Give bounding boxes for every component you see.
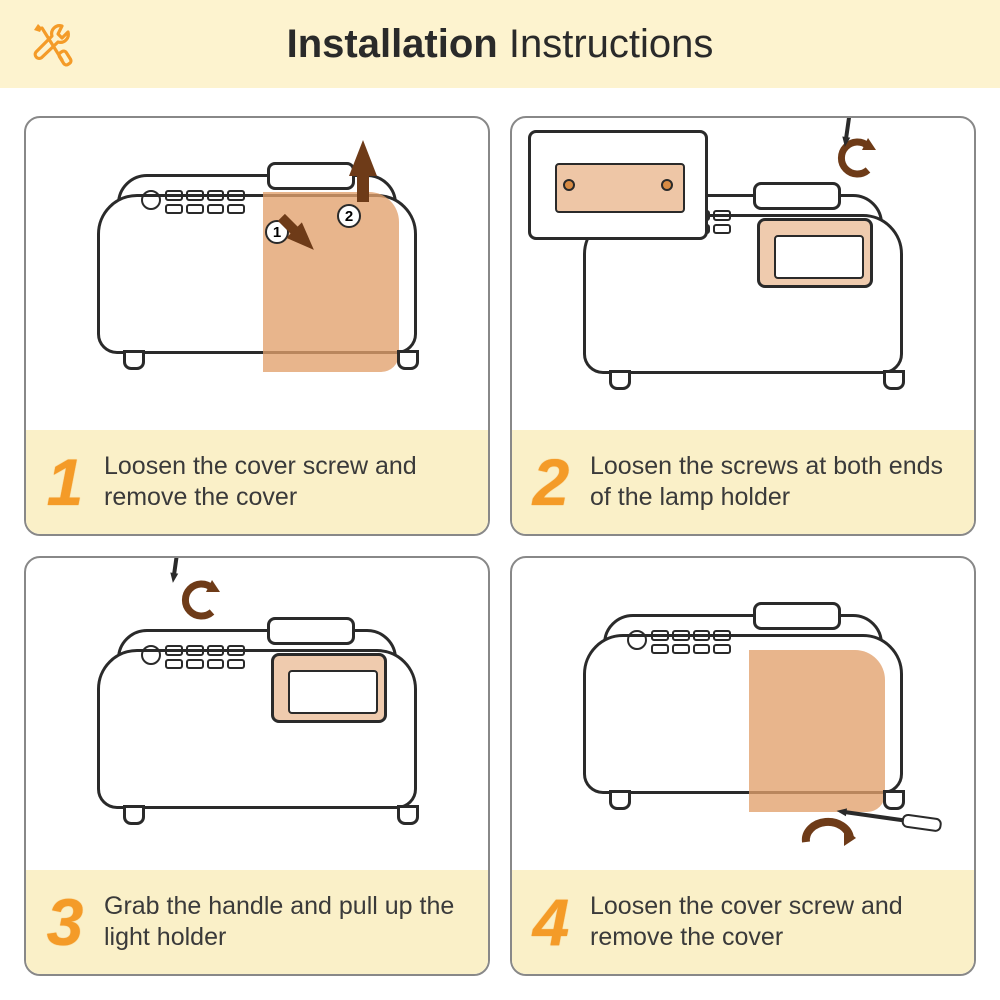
step-panel-1: 1 2 1 Loosen the cover screw and remove …: [24, 116, 490, 536]
step-illustration-3: [26, 558, 488, 870]
steps-grid: 1 2 1 Loosen the cover screw and remove …: [0, 88, 1000, 1000]
step-panel-3: 3 Grab the handle and pull up the light …: [24, 556, 490, 976]
step-text: Loosen the screws at both ends of the la…: [590, 430, 974, 534]
inset-detail: [528, 130, 708, 240]
arrow-icon: [349, 140, 377, 176]
step-number: 4: [512, 870, 590, 974]
tools-icon: [28, 20, 76, 68]
curved-arrow-icon: [176, 578, 220, 622]
step-text: Loosen the cover screw and remove the co…: [590, 870, 974, 974]
step1-badge-2: 2: [337, 204, 361, 228]
step-panel-2: 2 Loosen the screws at both ends of the …: [510, 116, 976, 536]
step-number: 1: [26, 430, 104, 534]
step-text: Grab the handle and pull up the light ho…: [104, 870, 488, 974]
step-illustration-4: [512, 558, 974, 870]
title-light: Instructions: [498, 22, 714, 66]
step-panel-4: 4 Loosen the cover screw and remove the …: [510, 556, 976, 976]
page: Installation Instructions 1 2: [0, 0, 1000, 1000]
step-text: Loosen the cover screw and remove the co…: [104, 430, 488, 534]
projector-icon: [87, 619, 427, 839]
step-number: 2: [512, 430, 590, 534]
projector-icon: [573, 604, 913, 824]
step-illustration-1: 1 2: [26, 118, 488, 430]
projector-icon: 1 2: [87, 164, 427, 384]
step-number: 3: [26, 870, 104, 974]
page-title: Installation Instructions: [287, 22, 714, 67]
header: Installation Instructions: [0, 0, 1000, 88]
step-caption-3: 3 Grab the handle and pull up the light …: [26, 870, 488, 974]
step-caption-4: 4 Loosen the cover screw and remove the …: [512, 870, 974, 974]
step-illustration-2: [512, 118, 974, 430]
curved-arrow-icon: [832, 136, 876, 180]
screwdriver-icon: [167, 556, 195, 576]
step-caption-1: 1 Loosen the cover screw and remove the …: [26, 430, 488, 534]
step-caption-2: 2 Loosen the screws at both ends of the …: [512, 430, 974, 534]
title-bold: Installation: [287, 22, 498, 66]
